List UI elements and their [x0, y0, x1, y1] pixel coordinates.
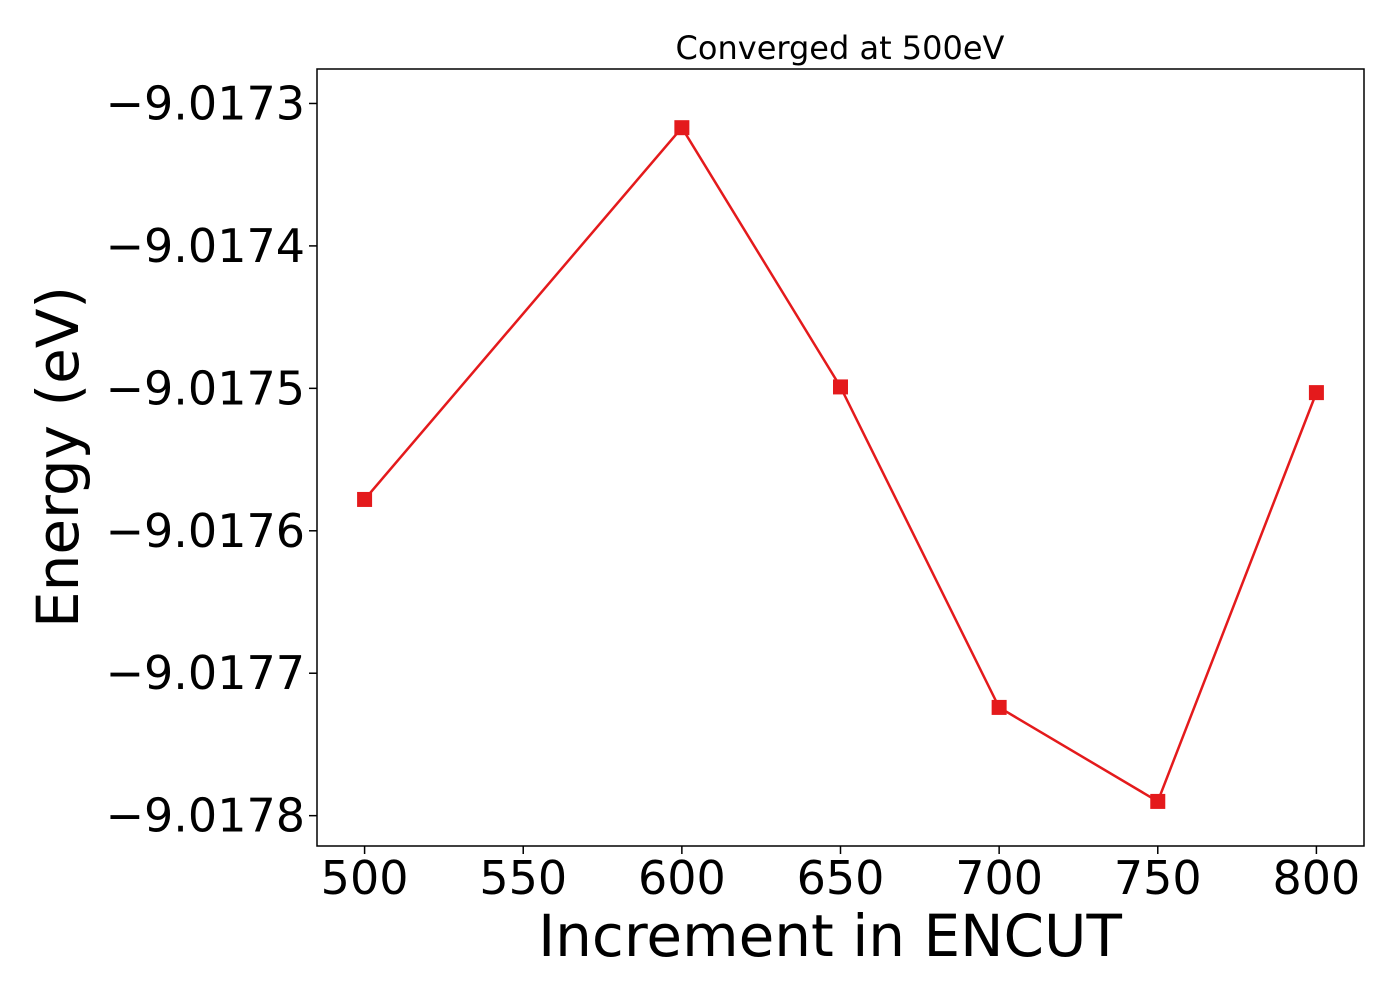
y-tick-label: −9.0177 — [106, 646, 306, 700]
y-tick-label: −9.0175 — [106, 361, 306, 415]
data-point — [674, 120, 690, 136]
chart-title: Converged at 500eV — [676, 29, 1005, 67]
series-line — [363, 125, 1318, 804]
data-point — [357, 491, 373, 507]
x-tick-label: 800 — [1273, 851, 1361, 905]
y-tick-label: −9.0173 — [106, 76, 306, 130]
plot-frame — [316, 68, 1365, 847]
x-tick-label: 650 — [797, 851, 885, 905]
data-point — [1150, 793, 1166, 809]
x-tick-label: 750 — [1114, 851, 1202, 905]
series-layer — [357, 120, 1324, 809]
data-point — [833, 379, 848, 395]
x-axis-label: Increment in ENCUT — [538, 902, 1122, 970]
y-tick-label: −9.0176 — [106, 504, 306, 558]
data-point — [991, 699, 1007, 715]
x-tick-label: 600 — [638, 851, 726, 905]
x-tick-label: 550 — [479, 851, 567, 905]
x-tick-label: 500 — [321, 851, 409, 905]
y-axis: −9.0173 −9.0174 −9.0175 −9.0176 −9.0177 −9.01… — [106, 76, 317, 843]
x-tick-label: 700 — [955, 851, 1043, 905]
y-tick-label: −9.0178 — [106, 789, 306, 843]
x-axis: 500 550 600 650 700 750 800 — [321, 846, 1361, 905]
y-tick-label: −9.0174 — [106, 219, 306, 273]
y-axis-label: Energy (eV) — [24, 286, 92, 628]
data-point — [1308, 385, 1324, 401]
